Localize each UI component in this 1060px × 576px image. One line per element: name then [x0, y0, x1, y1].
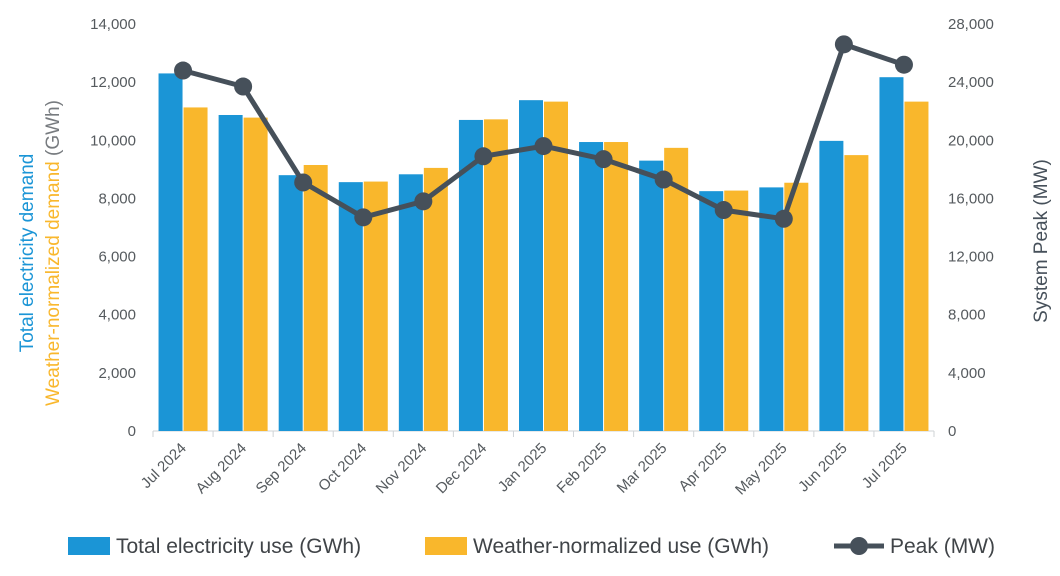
peak-line-layer — [174, 35, 913, 228]
bar-normalized-feb-2025 — [604, 142, 629, 431]
x-tick-label: May 2025 — [732, 440, 791, 499]
peak-point-feb-2025 — [594, 150, 613, 169]
y-right-tick-label: 20,000 — [948, 132, 994, 149]
x-tick-label: Mar 2025 — [614, 440, 671, 497]
x-tick-label: Feb 2025 — [554, 440, 611, 497]
y-left-tick-label: 4,000 — [98, 307, 136, 324]
bar-normalized-sep-2024 — [303, 164, 328, 431]
peak-point-dec-2024 — [474, 147, 493, 166]
legend-label-normalized: Weather-normalized use (GWh) — [473, 535, 769, 558]
y-left-tick-label: 2,000 — [98, 365, 136, 382]
y-left-tick-label: 14,000 — [90, 16, 136, 33]
legend-label-peak: Peak (MW) — [890, 535, 995, 558]
y-right-tick-label: 8,000 — [948, 307, 986, 324]
x-tick-label: Nov 2024 — [373, 440, 430, 497]
y-left-axis-title-line2: Weather-normalized demand (GWh) — [43, 100, 64, 406]
x-tick-label: Oct 2024 — [315, 440, 370, 495]
y-right-tick-label: 0 — [948, 423, 956, 440]
peak-point-mar-2025 — [654, 170, 673, 189]
peak-point-oct-2024 — [354, 208, 373, 227]
legend-swatch-normalized — [425, 537, 467, 555]
bar-total-sep-2024 — [278, 175, 303, 431]
y-right-axis-title: System Peak (MW) — [1031, 159, 1052, 323]
x-tick-label: Aug 2024 — [193, 440, 250, 497]
x-tick-label: Jan 2025 — [495, 440, 551, 496]
x-tick-label: Jul 2025 — [859, 440, 911, 492]
bar-total-jun-2025 — [819, 140, 844, 432]
peak-point-jun-2025 — [834, 35, 853, 54]
y-right-axis-title-main: System Peak — [1031, 210, 1052, 322]
x-tick-label: Sep 2024 — [253, 440, 310, 497]
y-left-axis-title-line1: Total electricity demand — [17, 154, 38, 353]
peak-point-nov-2024 — [414, 192, 433, 211]
axes — [152, 430, 935, 437]
bar-normalized-dec-2024 — [483, 119, 508, 432]
y-left-tick-label: 8,000 — [98, 190, 136, 207]
legend-label-total: Total electricity use (GWh) — [116, 535, 361, 558]
y-right-tick-label: 12,000 — [948, 249, 994, 266]
bar-normalized-jul-2025 — [904, 101, 929, 431]
bar-total-apr-2025 — [699, 191, 724, 431]
bar-total-feb-2025 — [579, 142, 604, 431]
bar-normalized-jan-2025 — [544, 101, 568, 431]
bar-normalized-aug-2024 — [243, 117, 268, 432]
peak-point-may-2025 — [774, 209, 793, 228]
y-right-tick-label: 28,000 — [948, 16, 994, 33]
y-right-axis-title-unit: (MW) — [1031, 159, 1052, 211]
bar-normalized-mar-2025 — [664, 147, 689, 431]
bar-total-jul-2025 — [879, 77, 904, 431]
peak-point-jan-2025 — [534, 137, 553, 156]
x-tick-label: Dec 2024 — [433, 440, 490, 497]
legend: Total electricity use (GWh) Weather-norm… — [68, 535, 995, 558]
x-tick-label: Jul 2024 — [138, 440, 190, 492]
bar-normalized-jul-2024 — [183, 107, 208, 431]
legend-swatch-total — [68, 537, 110, 555]
bar-total-jan-2025 — [519, 100, 543, 431]
y-left-axis-title-unit: (GWh) — [43, 100, 64, 161]
y-right-tick-label: 4,000 — [948, 365, 986, 382]
y-left-tick-label: 12,000 — [90, 74, 136, 91]
bars — [158, 73, 929, 432]
peak-point-sep-2024 — [294, 173, 313, 192]
bar-total-may-2025 — [759, 187, 784, 431]
bar-total-aug-2024 — [218, 114, 243, 432]
x-tick-label: Apr 2025 — [675, 440, 730, 495]
bar-total-jul-2024 — [158, 73, 183, 432]
y-right-tick-label: 16,000 — [948, 190, 994, 207]
y-right-tick-label: 24,000 — [948, 74, 994, 91]
x-tick-label: Jun 2025 — [795, 440, 851, 496]
peak-point-jul-2025 — [894, 55, 913, 74]
peak-point-apr-2025 — [714, 201, 733, 220]
y-left-tick-label: 0 — [128, 423, 136, 440]
legend-swatch-peak-marker — [850, 537, 868, 555]
y-left-tick-label: 10,000 — [90, 132, 136, 149]
y-left-tick-label: 6,000 — [98, 249, 136, 266]
bar-total-nov-2024 — [398, 174, 423, 431]
peak-point-jul-2024 — [174, 61, 193, 80]
bar-total-mar-2025 — [639, 160, 664, 431]
y-left-axis-title-normalized: Weather-normalized demand — [43, 161, 64, 406]
bar-normalized-nov-2024 — [423, 167, 448, 431]
peak-point-aug-2024 — [234, 77, 253, 96]
bar-normalized-apr-2025 — [724, 190, 749, 431]
bar-normalized-jun-2025 — [844, 155, 869, 432]
